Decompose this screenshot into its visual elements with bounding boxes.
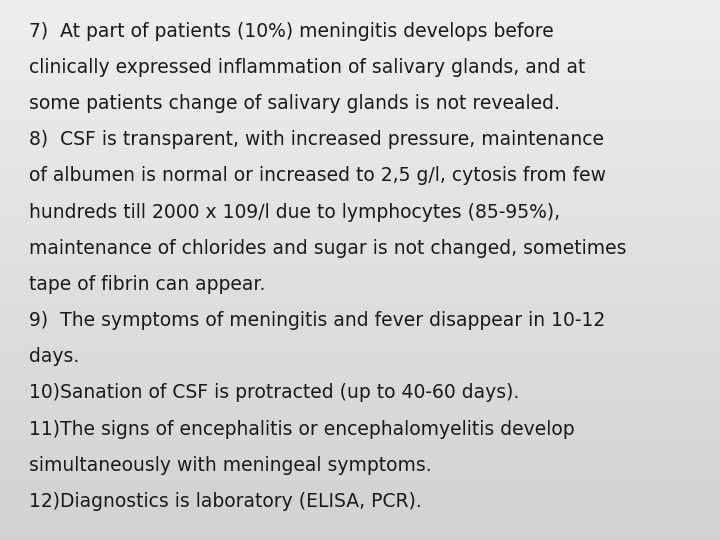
Text: some patients change of salivary glands is not revealed.: some patients change of salivary glands …: [29, 94, 559, 113]
Text: clinically expressed inflammation of salivary glands, and at: clinically expressed inflammation of sal…: [29, 58, 585, 77]
Text: tape of fibrin can appear.: tape of fibrin can appear.: [29, 275, 265, 294]
Text: days.: days.: [29, 347, 79, 366]
Text: of albumen is normal or increased to 2,5 g/l, cytosis from few: of albumen is normal or increased to 2,5…: [29, 166, 606, 185]
Text: 7)  At part of patients (10%) meningitis develops before: 7) At part of patients (10%) meningitis …: [29, 22, 554, 40]
Text: 12)Diagnostics is laboratory (ELISA, PCR).: 12)Diagnostics is laboratory (ELISA, PCR…: [29, 492, 421, 511]
Text: 10)Sanation of CSF is protracted (up to 40-60 days).: 10)Sanation of CSF is protracted (up to …: [29, 383, 519, 402]
Text: hundreds till 2000 x 109/l due to lymphocytes (85-95%),: hundreds till 2000 x 109/l due to lympho…: [29, 202, 560, 221]
Text: maintenance of chlorides and sugar is not changed, sometimes: maintenance of chlorides and sugar is no…: [29, 239, 626, 258]
Text: 8)  CSF is transparent, with increased pressure, maintenance: 8) CSF is transparent, with increased pr…: [29, 130, 604, 149]
Text: simultaneously with meningeal symptoms.: simultaneously with meningeal symptoms.: [29, 456, 431, 475]
Text: 9)  The symptoms of meningitis and fever disappear in 10-12: 9) The symptoms of meningitis and fever …: [29, 311, 605, 330]
Text: 11)The signs of encephalitis or encephalomyelitis develop: 11)The signs of encephalitis or encephal…: [29, 420, 575, 438]
